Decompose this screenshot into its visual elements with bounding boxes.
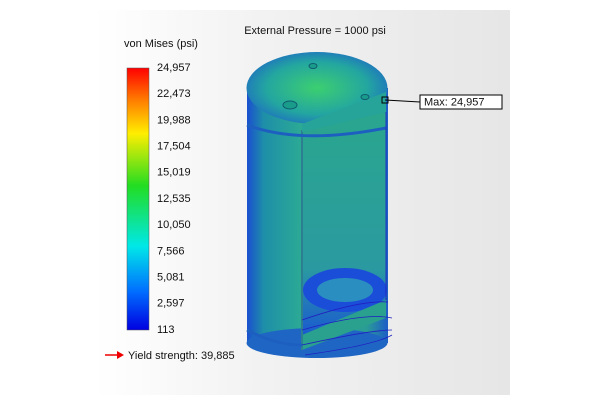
yield-arrow-head: [117, 351, 124, 359]
legend-label: 113: [157, 324, 175, 336]
legend-label: 24,957: [157, 62, 191, 74]
ring-band: [246, 123, 387, 138]
legend-label: 5,081: [157, 272, 185, 284]
max-leader: [384, 99, 421, 103]
legend-label: 12,535: [157, 193, 191, 205]
yield-strength: Yield strength: 39,885: [128, 350, 235, 362]
study-title: External Pressure = 1000 psi: [244, 25, 386, 37]
legend-label: 19,988: [157, 114, 191, 126]
hole: [308, 63, 318, 69]
hole: [360, 94, 370, 100]
max-label: Max: 24,957: [424, 96, 485, 108]
legend-label: 22,473: [157, 88, 191, 100]
hole: [282, 100, 298, 110]
max-box: [419, 94, 503, 110]
legend-label: 10,050: [157, 219, 191, 231]
legend-title: von Mises (psi): [124, 38, 198, 50]
legend-label: 15,019: [157, 167, 191, 179]
legend-label: 2,597: [157, 298, 185, 310]
legend-labels: 24,957 22,473 19,988 17,504 15,019 12,535 10,0…: [157, 62, 191, 336]
legend-label: 7,566: [157, 245, 185, 257]
ring-band: [246, 328, 303, 347]
inner-bottom-center: [317, 278, 373, 302]
legend-label: 17,504: [157, 141, 191, 153]
color-scale: [126, 67, 150, 331]
cylinder-model: [246, 52, 393, 358]
max-marker: [381, 96, 389, 104]
wireframe: [301, 112, 393, 356]
cut-section: [302, 300, 386, 350]
top-cut: [302, 92, 386, 132]
